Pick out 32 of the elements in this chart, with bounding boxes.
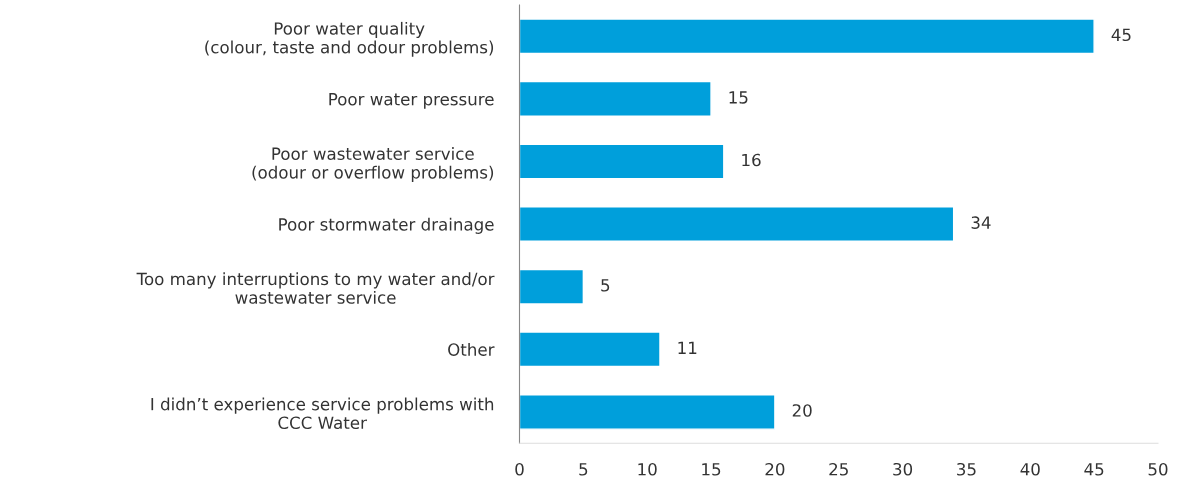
y-tick-label: Poor water quality (colour, taste and odour problems) [205, 21, 494, 57]
y-tick-label: Other [448, 342, 495, 356]
x-tick-label: 30 [893, 462, 913, 476]
y-tick-label: Poor wastewater service (odour or overflow problems) [252, 147, 494, 182]
x-tick-label: 35 [957, 462, 976, 476]
y-tick-label: Poor water pressure [329, 93, 494, 109]
x-tick-label: 5 [579, 463, 588, 476]
y-tick-label: Too many interruptions to my water and/or wastewater service [136, 272, 495, 304]
data-label: 5 [601, 279, 610, 292]
bar [519, 143, 725, 180]
x-tick-label: 15 [702, 463, 721, 476]
data-label: 45 [1111, 28, 1131, 42]
data-label: 34 [971, 216, 991, 229]
bar [519, 206, 955, 243]
x-tick-label: 50 [1148, 462, 1168, 476]
x-tick-label: 40 [1020, 462, 1040, 476]
x-tick-label: 20 [765, 462, 785, 476]
y-tick-label: Poor stormwater drainage [279, 217, 494, 234]
data-label: 11 [678, 341, 697, 354]
x-tick-label: 0 [515, 462, 524, 476]
data-label: 16 [742, 153, 761, 167]
x-tick-label: 25 [829, 462, 848, 476]
data-label: 15 [729, 91, 748, 104]
y-tick-label: I didn’t experience service problems with CCC Water [151, 397, 494, 430]
bar [519, 80, 712, 117]
x-tick-label: 45 [1084, 463, 1104, 476]
bar [519, 394, 776, 430]
data-label: 20 [792, 404, 812, 417]
bar [519, 18, 1095, 55]
bar [519, 331, 661, 368]
x-tick-label: 10 [638, 462, 657, 476]
bar [519, 268, 585, 305]
